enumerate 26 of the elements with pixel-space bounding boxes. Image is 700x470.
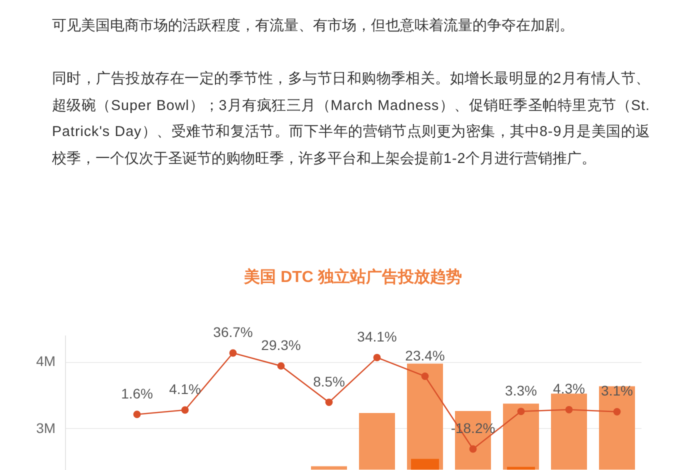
text: 同时，广告投放存在一定的季节性，多与节日和购物季相关。如增长最明显的2月有情人节、超级碗（Super Bowl）；3月有疯狂三月（March Madness）、促销旺季圣帕特里克节（St. Patrick's Day）、受难节和复活节。而下半年的营销节点则更为密集，其中8-9月是美国的返校季，一个仅次于圣诞节的购物旺季，许多平台和上架会提前1-2个月进行营销推广。 [52, 70, 650, 170]
point [373, 354, 381, 362]
point [325, 398, 333, 406]
data-label: 4.3% [553, 380, 585, 397]
point [517, 408, 525, 416]
y-tick-label: 4M [36, 353, 56, 370]
point [133, 410, 141, 418]
point [229, 349, 237, 357]
data-label: 36.7% [213, 324, 253, 340]
data-label: 3.3% [505, 382, 537, 398]
point [181, 406, 189, 414]
data-label: 29.3% [261, 336, 301, 353]
point [277, 362, 285, 370]
chart-title: 美国 DTC 独立站广告投放趋势 [243, 266, 462, 286]
point [469, 445, 477, 453]
text: 可见美国电商市场的活跃程度，有流量、有市场，但也意味着流量的争夺在加剧。 [52, 16, 575, 36]
data-label: 4.1% [169, 381, 201, 397]
data-label: 1.6% [121, 385, 153, 402]
point [613, 408, 621, 416]
data-label: 8.5% [313, 373, 345, 390]
data-label: 34.1% [357, 328, 397, 345]
point [421, 372, 429, 380]
data-label: 3.1% [601, 382, 633, 399]
data-label: 23.4% [405, 347, 445, 364]
point [565, 406, 573, 414]
y-tick-label: 3M [36, 420, 56, 436]
